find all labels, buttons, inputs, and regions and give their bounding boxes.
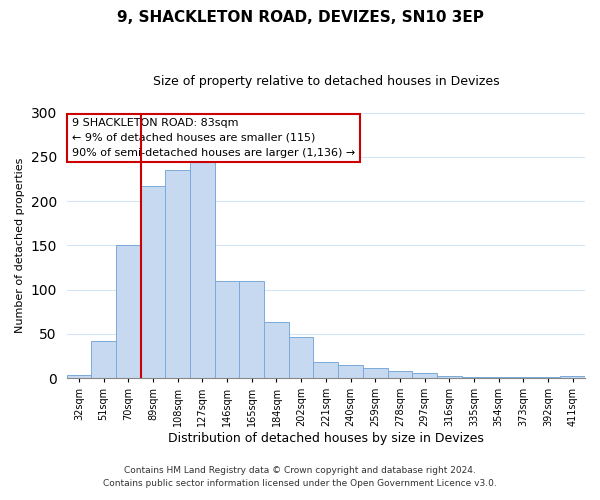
Y-axis label: Number of detached properties: Number of detached properties <box>15 158 25 333</box>
Bar <box>511 377 536 378</box>
Bar <box>91 341 116 378</box>
X-axis label: Distribution of detached houses by size in Devizes: Distribution of detached houses by size … <box>168 432 484 445</box>
Bar <box>264 322 289 378</box>
Bar <box>363 368 388 378</box>
Bar <box>289 338 313 378</box>
Title: Size of property relative to detached houses in Devizes: Size of property relative to detached ho… <box>152 75 499 88</box>
Bar <box>190 160 215 378</box>
Bar <box>67 376 91 378</box>
Bar <box>239 281 264 378</box>
Bar <box>141 186 166 378</box>
Bar <box>560 376 585 378</box>
Text: Contains HM Land Registry data © Crown copyright and database right 2024.
Contai: Contains HM Land Registry data © Crown c… <box>103 466 497 487</box>
Bar <box>536 377 560 378</box>
Bar <box>461 377 486 378</box>
Bar <box>116 246 141 378</box>
Bar <box>437 376 461 378</box>
Bar <box>338 365 363 378</box>
Text: 9 SHACKLETON ROAD: 83sqm
← 9% of detached houses are smaller (115)
90% of semi-d: 9 SHACKLETON ROAD: 83sqm ← 9% of detache… <box>72 118 355 158</box>
Bar <box>313 362 338 378</box>
Bar <box>215 281 239 378</box>
Text: 9, SHACKLETON ROAD, DEVIZES, SN10 3EP: 9, SHACKLETON ROAD, DEVIZES, SN10 3EP <box>116 10 484 25</box>
Bar <box>486 377 511 378</box>
Bar <box>388 371 412 378</box>
Bar <box>412 372 437 378</box>
Bar <box>166 170 190 378</box>
